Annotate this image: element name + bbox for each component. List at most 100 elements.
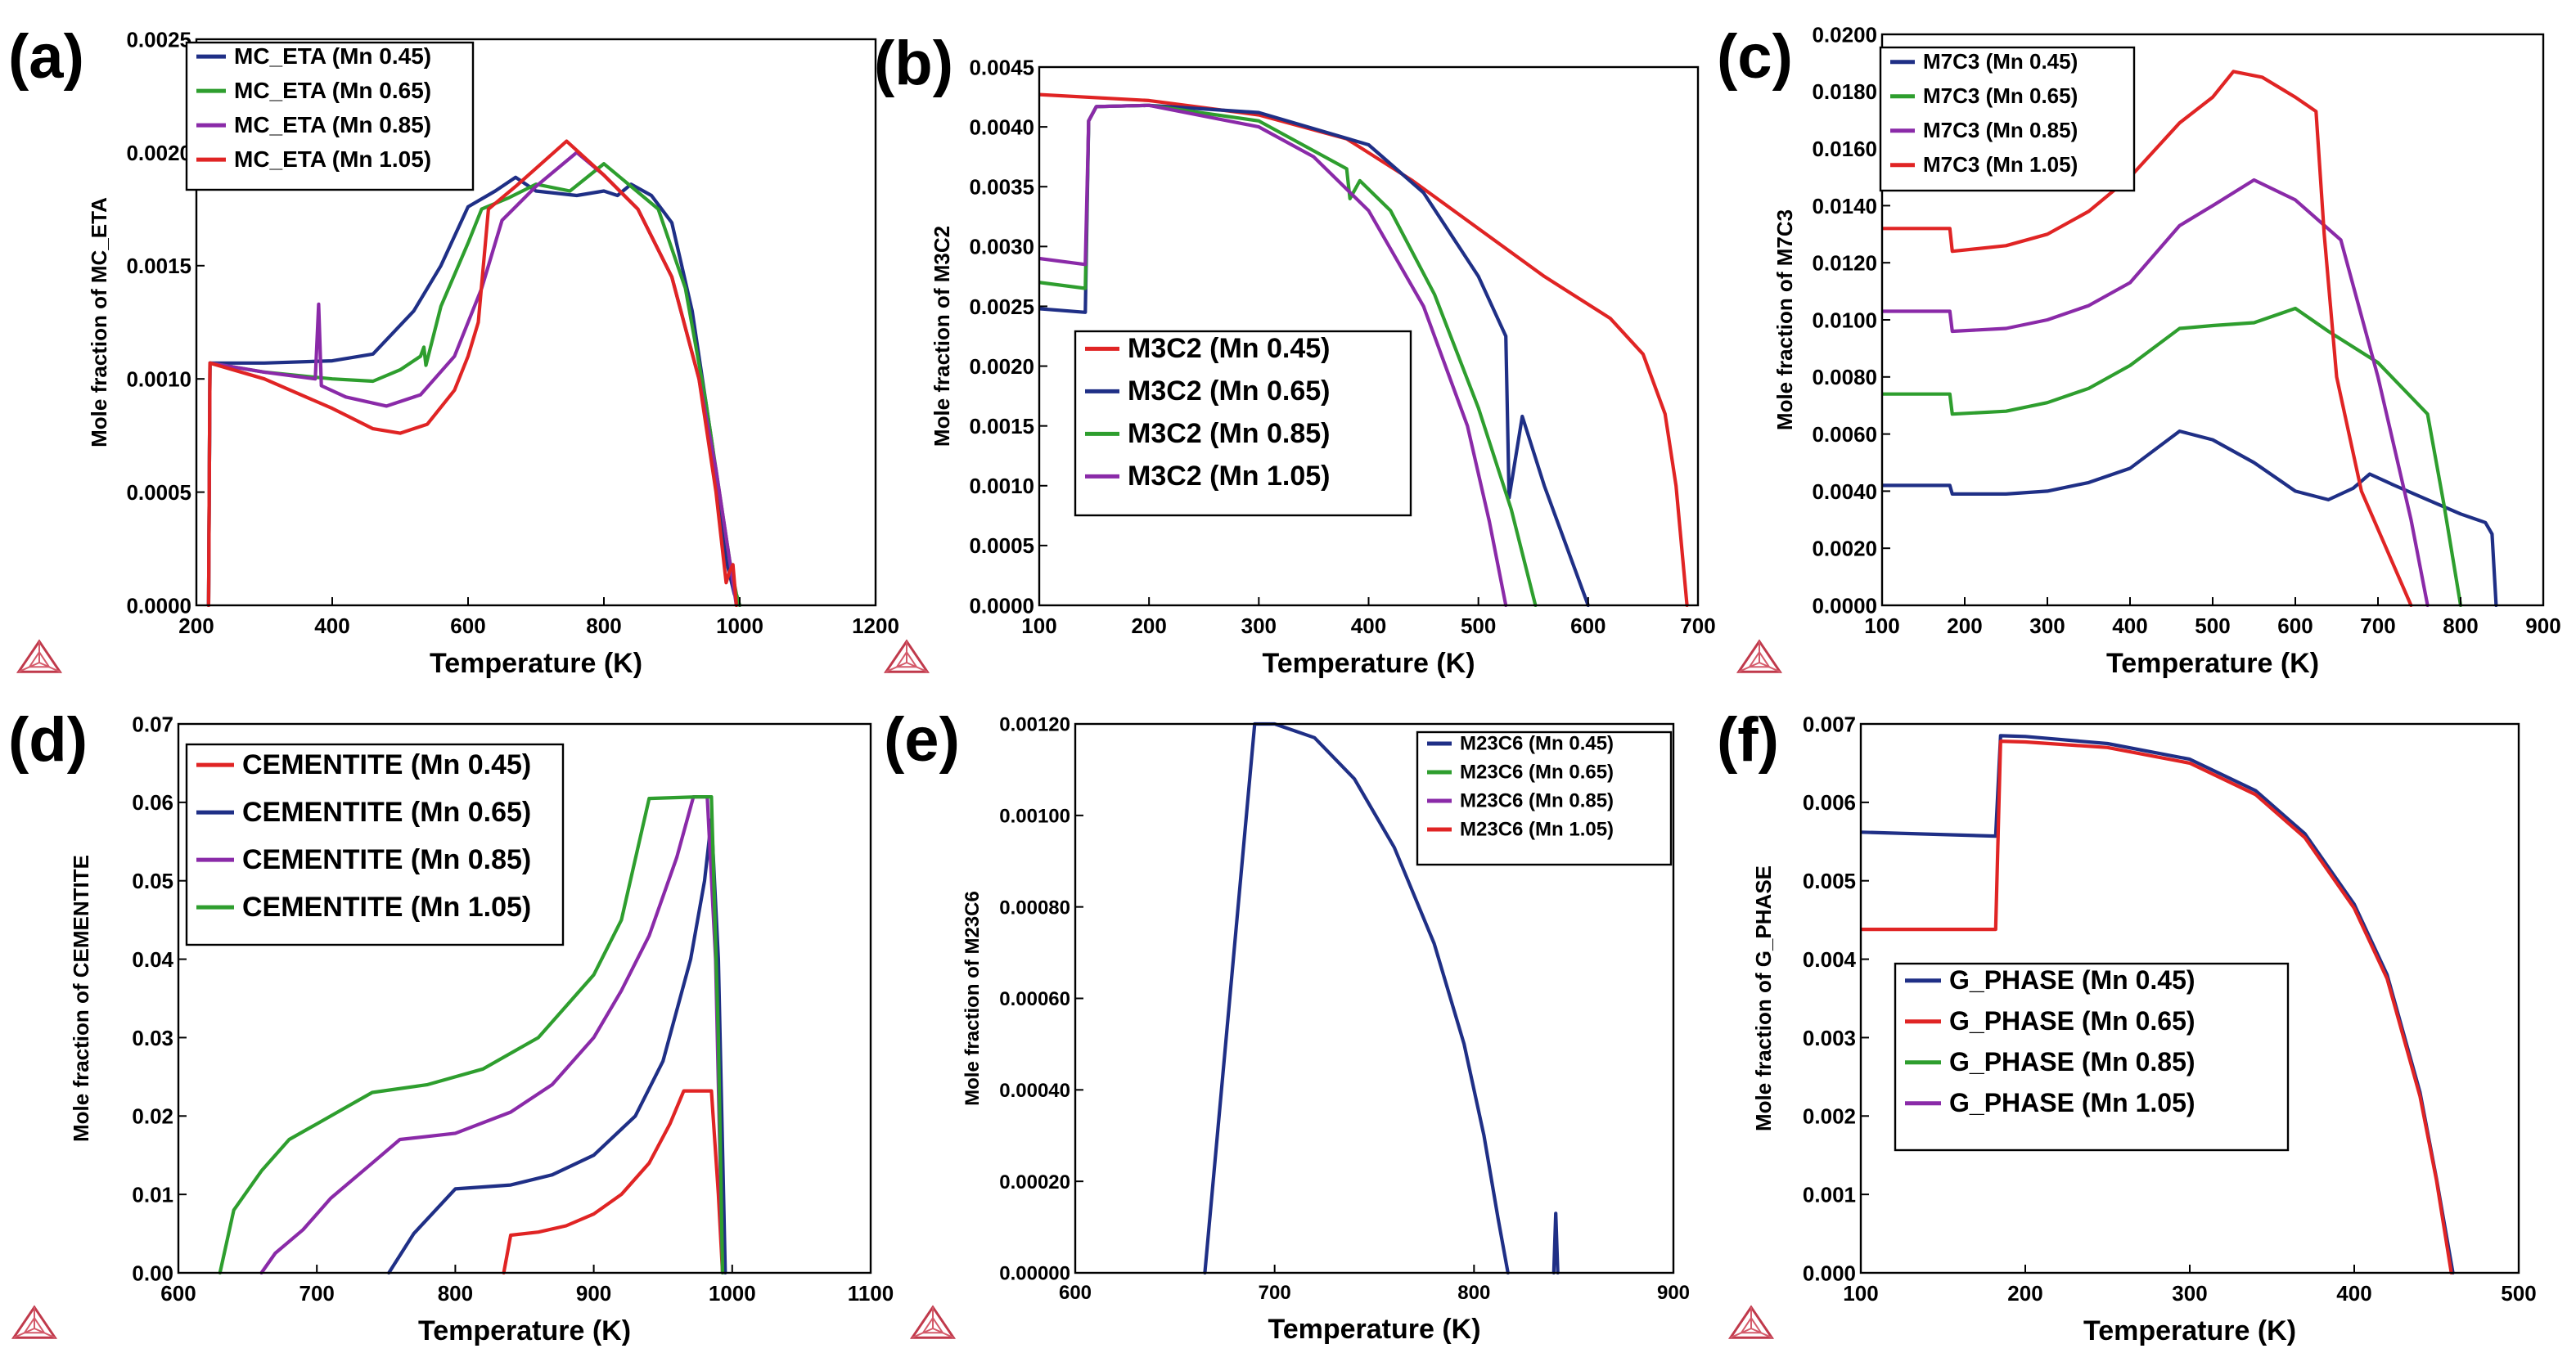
panel-e-legend-label-0: M23C6 (Mn 0.45)	[1460, 733, 1614, 755]
panel-a-x-tick-label-2: 600	[450, 614, 485, 638]
panel-c-letter: (c)	[1717, 22, 1793, 92]
panel-e-series-line-1	[1551, 1211, 1560, 1274]
panel-d-series-group	[218, 794, 727, 1274]
panel-c-x-tick-label-6: 700	[2360, 614, 2395, 638]
panel-a: (a) 200 400 600 800 1000 1200 0.0000 0.0005 0.001…	[8, 22, 899, 679]
panel-c-legend-label-3: M7C3 (Mn 1.05)	[1923, 152, 2078, 177]
panel-f-x-tick-label-3: 400	[2336, 1281, 2371, 1306]
panel-c-legend-label-1: M7C3 (Mn 0.65)	[1923, 83, 2078, 108]
panel-f-legend-label-0: G_PHASE (Mn 0.45)	[1949, 965, 2195, 995]
panel-d-y-tick-label-0: 0.00	[132, 1261, 173, 1285]
panel-f-y-tick-label-4: 0.004	[1803, 947, 1857, 972]
panel-d-plot-frame	[177, 722, 872, 1274]
panel-a-logo-icon	[16, 639, 63, 673]
panel-c-y-tick-label-9: 0.0180	[1812, 79, 1877, 104]
panel-f-legend-label-2: G_PHASE (Mn 0.85)	[1949, 1047, 2195, 1077]
panel-e-x-tick-label-0: 600	[1059, 1282, 1092, 1304]
panel-c-y-axis-title: Mole fraction of M7C3	[1772, 209, 1797, 430]
panel-c-series-line-0	[1882, 429, 2498, 607]
panel-d-y-tick-label-1: 0.01	[132, 1183, 173, 1207]
panel-f-y-tick-label-3: 0.003	[1803, 1026, 1856, 1050]
panel-a-y-tick-label-0: 0.0000	[126, 593, 191, 618]
panel-f-series-group	[1861, 734, 2455, 1274]
panel-c-y-tick-label-10: 0.0200	[1812, 22, 1877, 47]
panel-c-legend-label-0: M7C3 (Mn 0.45)	[1923, 49, 2078, 74]
panel-c-x-tick-label-4: 500	[2195, 614, 2230, 638]
panel-e-y-tick-label-0: 0.00000	[999, 1263, 1070, 1285]
panel-c-y-tick-label-4: 0.0080	[1812, 365, 1877, 389]
panel-a-x-tick-label-4: 1000	[716, 614, 763, 638]
panel-b-y-tick-label-4: 0.0020	[969, 354, 1034, 379]
panel-e-x-tick-label-2: 800	[1457, 1282, 1490, 1304]
panel-f-legend-box	[1894, 962, 2290, 1152]
panel-e-y-tick-label-3: 0.00060	[999, 988, 1070, 1010]
panel-a-legend-label-1: MC_ETA (Mn 0.65)	[234, 78, 431, 103]
panel-c-logo-icon	[1736, 639, 1783, 673]
panel-a-y-tick-label-1: 0.0005	[126, 480, 191, 505]
panel-e-y-tick-label-6: 0.00120	[999, 714, 1070, 736]
panel-a-x-tick-label-5: 1200	[852, 614, 899, 638]
panel-b-x-axis-title: Temperature (K)	[1262, 648, 1475, 679]
panel-d-legend: CEMENTITE (Mn 0.45) CEMENTITE (Mn 0.65) CE…	[185, 743, 565, 946]
panel-b-legend-label-3: M3C2 (Mn 1.05)	[1128, 461, 1331, 492]
panel-c-y-tick-label-3: 0.0060	[1812, 422, 1877, 447]
panel-b-y-tick-label-3: 0.0015	[969, 414, 1034, 438]
panel-b-x-tick-label-4: 500	[1461, 614, 1496, 638]
panel-c-legend-box	[1879, 46, 2136, 192]
panel-e-y-tick-label-4: 0.00080	[999, 897, 1070, 919]
panel-f-legend-label-1: G_PHASE (Mn 0.65)	[1949, 1006, 2195, 1036]
panel-b-y-axis-title: Mole fraction of M3C2	[930, 226, 954, 447]
panel-e-x-tick-label-3: 900	[1657, 1282, 1690, 1304]
panel-e: (e) 600 700 800 900 0.00000 0.00020 0.00040 0.00…	[884, 705, 1690, 1345]
panel-b-x-tick-label-3: 400	[1351, 614, 1386, 638]
panel-d-x-tick-label-0: 600	[160, 1281, 196, 1306]
panel-a-legend-label-2: MC_ETA (Mn 0.85)	[234, 112, 431, 137]
panel-b-y-tick-label-2: 0.0010	[969, 474, 1034, 498]
panel-b-x-tick-label-2: 300	[1241, 614, 1277, 638]
panel-c-x-tick-label-5: 600	[2277, 614, 2313, 638]
panel-b-y-tick-label-0: 0.0000	[969, 593, 1034, 618]
panel-b-x-tick-label-5: 600	[1570, 614, 1605, 638]
panel-d-x-tick-label-2: 800	[438, 1281, 473, 1306]
panel-c-y-tick-label-0: 0.0000	[1812, 593, 1877, 618]
panel-a-x-axis-title: Temperature (K)	[430, 648, 642, 679]
panel-f-x-tick-label-4: 500	[2501, 1281, 2536, 1306]
panel-d-logo-icon	[11, 1305, 58, 1339]
panel-f-legend-label-3: G_PHASE (Mn 1.05)	[1949, 1088, 2195, 1117]
panel-c-series-line-3	[1882, 70, 2413, 607]
panel-a-y-tick-label-2: 0.0010	[126, 367, 191, 392]
panel-d-y-tick-label-5: 0.05	[132, 869, 173, 893]
panel-e-y-tick-label-1: 0.00020	[999, 1171, 1070, 1193]
panel-b: (b) 100 200 300 400 500 600 700 0.0000 0.0005 0.00…	[874, 29, 1716, 679]
panel-f-series-line-1	[1861, 739, 2453, 1274]
panel-f-y-tick-label-2: 0.002	[1803, 1104, 1856, 1129]
panel-b-y-tick-label-7: 0.0035	[969, 175, 1034, 200]
panel-b-letter: (b)	[874, 29, 953, 98]
panel-d-y-tick-label-6: 0.06	[132, 790, 173, 815]
panel-b-legend-label-1: M3C2 (Mn 0.65)	[1128, 375, 1331, 407]
panel-f-y-axis-title: Mole fraction of G_PHASE	[1751, 865, 1776, 1131]
panel-d-x-axis-title: Temperature (K)	[418, 1315, 631, 1346]
panel-b-legend-label-2: M3C2 (Mn 0.85)	[1128, 418, 1331, 449]
panel-d-series-line-0	[502, 1089, 725, 1274]
panel-d-series-line-3	[218, 794, 725, 1274]
panel-e-legend-label-2: M23C6 (Mn 0.85)	[1460, 790, 1614, 812]
panel-f-x-tick-label-1: 200	[2007, 1281, 2042, 1306]
panel-d-legend-label-2: CEMENTITE (Mn 0.85)	[242, 844, 531, 875]
panel-e-x-tick-label-1: 700	[1259, 1282, 1291, 1304]
panel-b-x-tick-label-6: 700	[1680, 614, 1715, 638]
panel-c-y-tick-label-6: 0.0120	[1812, 251, 1877, 276]
panel-c-x-tick-label-0: 100	[1864, 614, 1899, 638]
panel-c-legend-label-2: M7C3 (Mn 0.85)	[1923, 118, 2078, 142]
panel-a-x-tick-label-0: 200	[178, 614, 214, 638]
panel-d-letter: (d)	[8, 705, 88, 775]
panel-c-series-line-1	[1882, 306, 2463, 607]
panel-d-y-tick-label-3: 0.03	[132, 1026, 173, 1050]
panel-a-y-tick-label-4: 0.0020	[126, 141, 191, 165]
panel-a-legend-box	[185, 41, 475, 191]
panel-c-x-tick-label-2: 300	[2029, 614, 2065, 638]
panel-d-y-axis-title: Mole fraction of CEMENTITE	[69, 855, 93, 1142]
panel-f-y-tick-label-0: 0.000	[1803, 1261, 1856, 1285]
panel-b-legend-label-0: M3C2 (Mn 0.45)	[1128, 333, 1331, 364]
